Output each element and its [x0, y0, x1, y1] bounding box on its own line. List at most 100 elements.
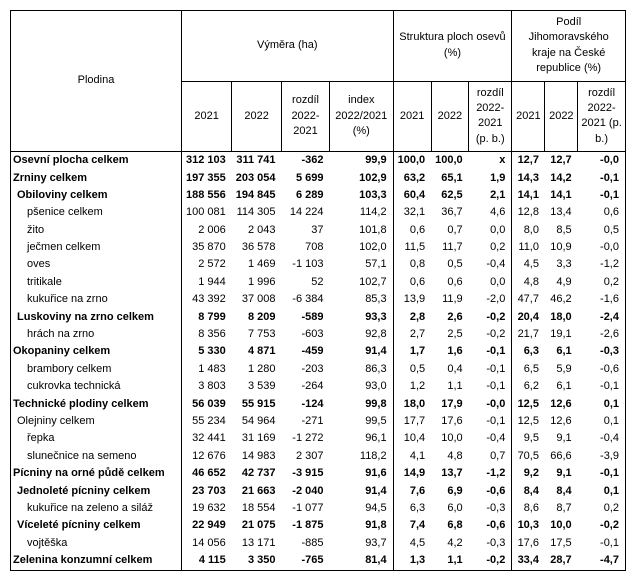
value-cell: -0,1 [578, 535, 626, 552]
value-cell: 101,8 [329, 222, 393, 239]
crop-name: Zrniny celkem [11, 170, 182, 187]
value-cell: 12,6 [545, 396, 578, 413]
value-cell: -1 103 [282, 256, 330, 273]
value-cell: -0,1 [578, 465, 626, 482]
value-cell: -0,6 [469, 517, 512, 534]
table-row: kukuřice na zeleno a siláž19 63218 554-1… [11, 500, 626, 517]
value-cell: 6,0 [431, 500, 469, 517]
value-cell: 17,9 [431, 396, 469, 413]
value-cell: -2,6 [578, 326, 626, 343]
value-cell: 7 753 [232, 326, 282, 343]
value-cell: 10,9 [545, 239, 578, 256]
table-row: Pícniny na orné půdě celkem46 65242 737-… [11, 465, 626, 482]
value-cell: 17,6 [512, 535, 545, 552]
table-row: Okopaniny celkem5 3304 871-45991,41,71,6… [11, 343, 626, 360]
value-cell: -765 [282, 552, 330, 570]
value-cell: -0,3 [469, 500, 512, 517]
crop-name: slunečnice na semeno [11, 448, 182, 465]
value-cell: 2,6 [431, 309, 469, 326]
value-cell: -0,2 [469, 309, 512, 326]
value-cell: 14,3 [512, 170, 545, 187]
value-cell: 197 355 [182, 170, 232, 187]
table-row: slunečnice na semeno12 67614 9832 307118… [11, 448, 626, 465]
value-cell: 14,1 [545, 187, 578, 204]
value-cell: 99,9 [329, 152, 393, 170]
value-cell: 18,0 [393, 396, 431, 413]
header-group-struktura: Struktura ploch osevů (%) [393, 11, 512, 82]
value-cell: -2,0 [469, 291, 512, 308]
value-cell: 4 871 [232, 343, 282, 360]
value-cell: 5 330 [182, 343, 232, 360]
table-row: Víceleté pícniny celkem22 94921 075-1 87… [11, 517, 626, 534]
value-cell: 4,2 [431, 535, 469, 552]
crop-name: žito [11, 222, 182, 239]
value-cell: 13,4 [545, 204, 578, 221]
value-cell: 46 652 [182, 465, 232, 482]
value-cell: 14 224 [282, 204, 330, 221]
crop-name: vojtěška [11, 535, 182, 552]
value-cell: -0,3 [578, 343, 626, 360]
value-cell: -362 [282, 152, 330, 170]
value-cell: 14 983 [232, 448, 282, 465]
crop-name: kukuřice na zrno [11, 291, 182, 308]
value-cell: 2,5 [431, 326, 469, 343]
value-cell: 93,0 [329, 378, 393, 395]
value-cell: 2 307 [282, 448, 330, 465]
value-cell: -3,9 [578, 448, 626, 465]
value-cell: 6,5 [512, 361, 545, 378]
value-cell: 8,4 [512, 483, 545, 500]
crop-name: ječmen celkem [11, 239, 182, 256]
value-cell: 35 870 [182, 239, 232, 256]
crop-name: Víceleté pícniny celkem [11, 517, 182, 534]
value-cell: -1 272 [282, 430, 330, 447]
value-cell: 12,7 [512, 152, 545, 170]
value-cell: 1 280 [232, 361, 282, 378]
value-cell: 96,1 [329, 430, 393, 447]
value-cell: 12,6 [545, 413, 578, 430]
value-cell: 0,0 [469, 274, 512, 291]
value-cell: 11,5 [393, 239, 431, 256]
value-cell: 102,0 [329, 239, 393, 256]
value-cell: 33,4 [512, 552, 545, 570]
value-cell: 11,9 [431, 291, 469, 308]
value-cell: 9,5 [512, 430, 545, 447]
value-cell: 6,1 [545, 378, 578, 395]
value-cell: 0,5 [393, 361, 431, 378]
value-cell: 311 741 [232, 152, 282, 170]
value-cell: -6 384 [282, 291, 330, 308]
value-cell: 8,5 [545, 222, 578, 239]
column-header: 2022 [545, 81, 578, 152]
value-cell: 10,4 [393, 430, 431, 447]
table-row: Technické plodiny celkem56 03955 915-124… [11, 396, 626, 413]
value-cell: 21 075 [232, 517, 282, 534]
value-cell: 60,4 [393, 187, 431, 204]
value-cell: 1,3 [393, 552, 431, 570]
value-cell: 94,5 [329, 500, 393, 517]
value-cell: 1 483 [182, 361, 232, 378]
value-cell: 11,0 [512, 239, 545, 256]
value-cell: -0,6 [578, 361, 626, 378]
column-header: 2021 [393, 81, 431, 152]
value-cell: 93,3 [329, 309, 393, 326]
value-cell: 1,6 [431, 343, 469, 360]
column-header: 2021 [512, 81, 545, 152]
value-cell: 3,3 [545, 256, 578, 273]
column-header: 2022 [232, 81, 282, 152]
table-row: řepka32 44131 169-1 27296,110,410,0-0,49… [11, 430, 626, 447]
table-row: Obiloviny celkem188 556194 8456 289103,3… [11, 187, 626, 204]
value-cell: 19,1 [545, 326, 578, 343]
column-header: 2022 [431, 81, 469, 152]
value-cell: 63,2 [393, 170, 431, 187]
value-cell: -1 077 [282, 500, 330, 517]
value-cell: -0,2 [578, 517, 626, 534]
value-cell: 13,7 [431, 465, 469, 482]
table-row: tritikale1 9441 99652102,70,60,60,04,84,… [11, 274, 626, 291]
value-cell: -1,2 [578, 256, 626, 273]
header-group-vymera: Výměra (ha) [182, 11, 394, 82]
value-cell: 103,3 [329, 187, 393, 204]
value-cell: 8,7 [545, 500, 578, 517]
crop-name: cukrovka technická [11, 378, 182, 395]
value-cell: 17,6 [431, 413, 469, 430]
value-cell: 66,6 [545, 448, 578, 465]
column-header: index 2022/2021 (%) [329, 81, 393, 152]
